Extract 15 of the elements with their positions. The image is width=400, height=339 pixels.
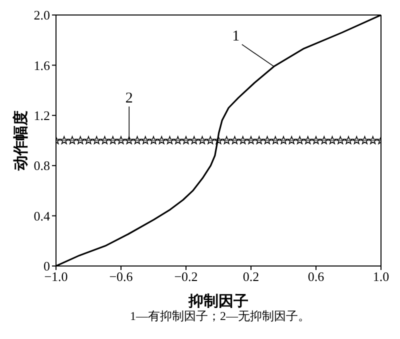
x-tick-label: 0.6 xyxy=(308,269,325,284)
y-tick-label: 0.8 xyxy=(34,158,50,174)
x-tick-label: 0.2 xyxy=(242,269,260,284)
y-tick-label: 2.0 xyxy=(34,8,50,23)
y-tick-label: 1.2 xyxy=(34,108,50,124)
callout-leader: 2 xyxy=(125,90,133,141)
y-tick-label: 1.6 xyxy=(34,58,50,73)
x-tick-label: −0.2 xyxy=(174,269,198,284)
y-tick-label: 0 xyxy=(44,258,50,274)
x-tick-label: 1.0 xyxy=(372,269,390,284)
x-tick-label: −0.6 xyxy=(109,269,134,284)
y-axis-title: 动作幅度 xyxy=(11,110,30,172)
text: 1—有抑制因子；2—无抑制因子。 xyxy=(129,308,311,325)
callout-leader: 1 xyxy=(232,28,274,67)
y-tick-label: 0.4 xyxy=(34,208,50,224)
